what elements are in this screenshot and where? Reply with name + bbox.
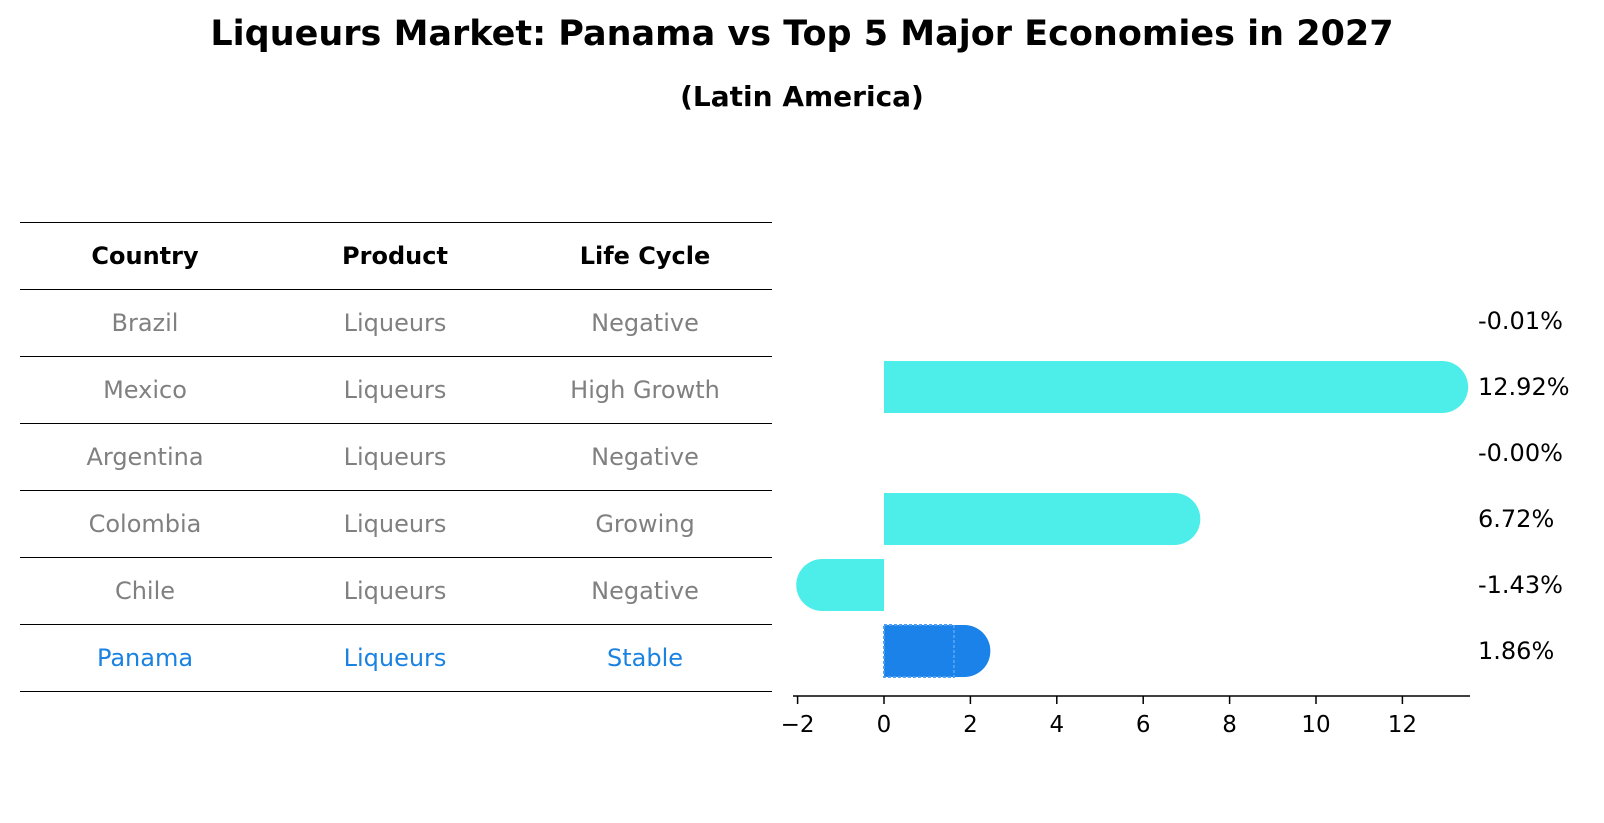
cell-life-cycle: Negative — [591, 577, 699, 605]
value-label-mexico: 12.92% — [1478, 373, 1570, 401]
cell-country: Argentina — [86, 443, 204, 471]
table-row: Brazil Liqueurs Negative — [20, 289, 772, 356]
cell-life-cycle: High Growth — [570, 376, 720, 404]
cell-life-cycle: Stable — [606, 644, 684, 672]
value-label-argentina: -0.00% — [1478, 439, 1563, 467]
table-row: Colombia Liqueurs Growing — [20, 490, 772, 557]
x-tick-label: −2 — [781, 712, 815, 738]
cell-country: Colombia — [88, 510, 202, 538]
x-tick-label: 0 — [877, 712, 892, 738]
value-label-chile: -1.43% — [1478, 571, 1563, 599]
x-tick-label: 4 — [1049, 712, 1064, 738]
bar-panama — [884, 625, 991, 677]
cell-product: Liqueurs — [343, 510, 447, 538]
table-row: Chile Liqueurs Negative — [20, 557, 772, 624]
header-product: Product — [342, 242, 448, 270]
header-life-cycle: Life Cycle — [579, 242, 711, 270]
x-tick-label: 10 — [1301, 712, 1330, 738]
cell-product: Liqueurs — [343, 376, 447, 404]
cell-country: Panama — [96, 644, 194, 672]
bar-panama-outline — [883, 624, 955, 678]
cell-life-cycle: Negative — [591, 443, 699, 471]
header-country: Country — [91, 242, 199, 270]
x-tick-label: 8 — [1222, 712, 1237, 738]
cell-product: Liqueurs — [343, 309, 447, 337]
value-label-colombia: 6.72% — [1478, 505, 1554, 533]
cell-product: Liqueurs — [343, 644, 447, 672]
value-label-panama: 1.86% — [1478, 637, 1554, 665]
comparison-table: Country Product Life Cycle Brazil Liqueu… — [20, 222, 772, 692]
cell-life-cycle: Growing — [595, 510, 695, 538]
table-row: Mexico Liqueurs High Growth — [20, 356, 772, 423]
table-row: Argentina Liqueurs Negative — [20, 423, 772, 490]
chart-title: Liqueurs Market: Panama vs Top 5 Major E… — [210, 14, 1394, 54]
cell-country: Brazil — [111, 309, 179, 337]
cell-country: Mexico — [103, 376, 187, 404]
value-label-brazil: -0.01% — [1478, 307, 1563, 335]
cell-country: Chile — [114, 577, 176, 605]
x-tick-label: 6 — [1136, 712, 1151, 738]
bar-colombia — [884, 493, 1201, 545]
chart-subtitle: (Latin America) — [680, 80, 924, 113]
table-header-row: Country Product Life Cycle — [20, 222, 772, 289]
bar-chile — [796, 559, 884, 611]
cell-product: Liqueurs — [343, 577, 447, 605]
cell-life-cycle: Negative — [591, 309, 699, 337]
table-row-highlight: Panama Liqueurs Stable — [20, 624, 772, 692]
x-tick-label: 2 — [963, 712, 978, 738]
cell-product: Liqueurs — [343, 443, 447, 471]
x-tick-label: 12 — [1388, 712, 1417, 738]
bar-mexico — [884, 361, 1469, 413]
